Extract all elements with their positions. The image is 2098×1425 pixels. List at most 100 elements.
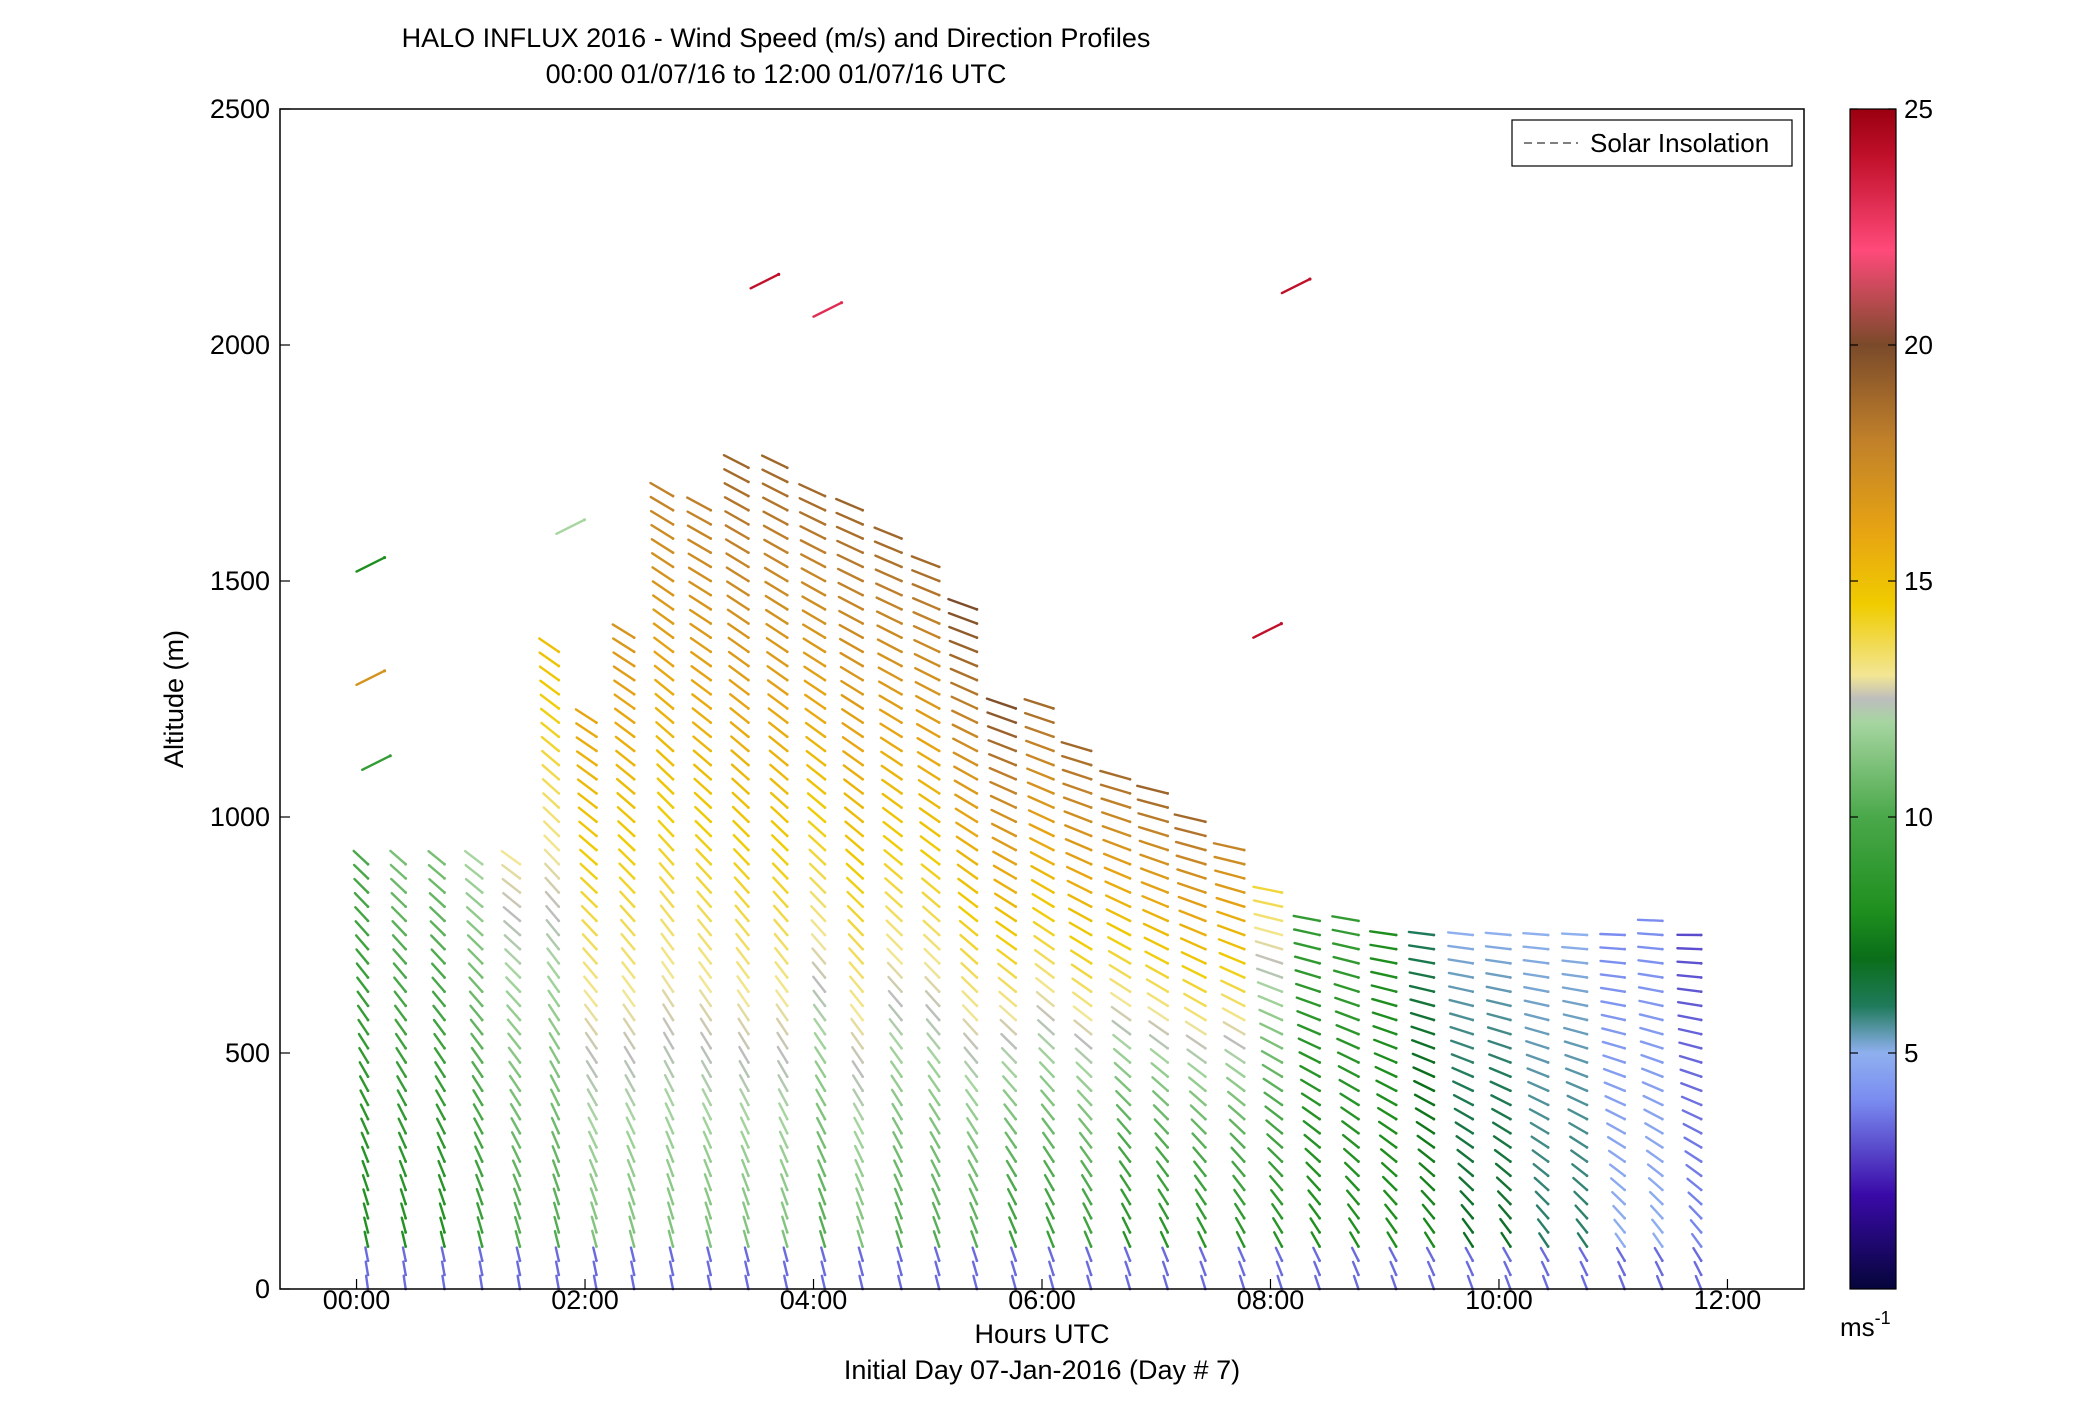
wind-barb-origin [937, 1004, 941, 1008]
wind-barb [1640, 1067, 1664, 1078]
wind-barb-origin [632, 1117, 636, 1121]
wind-barb [775, 1017, 789, 1036]
wind-barb-origin [1128, 1046, 1132, 1050]
wind-barb [399, 1188, 407, 1206]
wind-barb [549, 1060, 560, 1078]
wind-barb [1448, 998, 1474, 1007]
wind-barb [1235, 1230, 1246, 1248]
wind-barb [652, 608, 675, 625]
wind-barb [1276, 1274, 1284, 1291]
wind-barb [541, 749, 560, 767]
wind-barb [1650, 1204, 1664, 1220]
wind-barb [360, 1131, 370, 1149]
wind-barb [887, 975, 903, 993]
wind-barb [1611, 1190, 1626, 1206]
wind-barb-origin [746, 1131, 750, 1135]
wind-barb-origin [557, 792, 561, 795]
wind-barb [1346, 1203, 1360, 1220]
wind-barb-origin [1585, 947, 1589, 951]
wind-barb-origin [1585, 1230, 1589, 1234]
wind-barb-origin [1128, 1245, 1132, 1248]
wind-barb-origin [900, 735, 903, 739]
wind-barb-origin [632, 1089, 636, 1093]
wind-barb [701, 1088, 712, 1107]
wind-barb-origin [1357, 1117, 1360, 1121]
wind-barb-origin [900, 636, 903, 640]
wind-barb-origin [671, 735, 675, 739]
wind-barb-origin [671, 692, 675, 696]
wind-barb [778, 1116, 789, 1135]
wind-barb-origin [746, 721, 750, 724]
wind-barb [390, 877, 407, 894]
wind-barb [538, 665, 560, 682]
wind-barb-origin [1432, 976, 1436, 979]
wind-barb [656, 763, 675, 781]
wind-barb-origin [557, 777, 561, 781]
wind-barb [1232, 1174, 1246, 1192]
wind-barb-origin [1242, 1032, 1246, 1036]
wind-barb [626, 1158, 636, 1177]
wind-barb [700, 1031, 712, 1050]
wind-barb [1301, 1106, 1321, 1121]
wind-barb [1076, 1075, 1093, 1092]
wind-barb-origin [1699, 1202, 1703, 1206]
wind-barb-origin [518, 919, 522, 923]
wind-barb-origin [1128, 1032, 1132, 1036]
wind-barb-origin [557, 820, 561, 824]
wind-barb [1253, 926, 1284, 937]
wind-barb-origin [1089, 1245, 1093, 1248]
wind-barb-origin [1203, 947, 1207, 951]
wind-barb-origin [366, 933, 370, 937]
wind-barb [836, 567, 864, 583]
wind-barb-origin [937, 1160, 941, 1163]
wind-barb-origin [1203, 976, 1207, 979]
wind-barb [852, 1102, 864, 1121]
wind-barb [1378, 1134, 1398, 1149]
wind-barb-origin [1508, 1245, 1512, 1248]
wind-barb [1293, 941, 1321, 951]
wind-barb-origin [975, 1160, 979, 1163]
wind-barb-origin [823, 1230, 827, 1234]
wind-barb-origin [1508, 1273, 1512, 1277]
wind-barb-origin [861, 1216, 865, 1220]
wind-barb [1331, 915, 1360, 923]
wind-barb-origin [1242, 1160, 1246, 1163]
wind-barb [1215, 896, 1246, 908]
wind-barb [364, 1260, 370, 1277]
wind-barb-origin [1166, 919, 1170, 923]
wind-barb [659, 890, 675, 908]
wind-barb [878, 694, 903, 710]
wind-barb [693, 777, 712, 795]
wind-barb [1503, 1260, 1512, 1277]
wind-barb-origin [1623, 1188, 1627, 1192]
wind-barb [764, 594, 789, 611]
wind-barb [1569, 1135, 1589, 1149]
x-tick-label: 10:00 [1465, 1285, 1533, 1315]
wind-barb [516, 1274, 522, 1291]
wind-barb-origin [595, 947, 598, 951]
wind-barb [687, 566, 712, 583]
wind-barb-origin [709, 961, 713, 965]
wind-barb-origin [900, 664, 903, 668]
wind-barb-origin [861, 820, 865, 824]
wind-barb [1423, 1231, 1436, 1248]
wind-barb [734, 918, 750, 937]
wind-barb-origin [823, 990, 827, 994]
wind-barb [1182, 978, 1207, 993]
wind-barb [1560, 932, 1589, 937]
wind-barb [1307, 1189, 1321, 1206]
wind-barb [438, 1202, 446, 1220]
wind-barb [472, 1089, 484, 1107]
wind-barb-origin [1471, 1202, 1475, 1206]
wind-barb-origin [975, 1202, 979, 1206]
wind-barb-origin [900, 1202, 903, 1206]
legend: Solar Insolation [1511, 119, 1793, 167]
wind-barb-origin [632, 1004, 636, 1008]
wind-barb-origin [1166, 806, 1170, 809]
wind-barb [992, 850, 1017, 866]
wind-barb-origin [823, 1117, 827, 1121]
wind-barb [1270, 1189, 1284, 1206]
wind-barb-origin [1318, 1230, 1322, 1234]
wind-barb [669, 1274, 675, 1291]
wind-barb [804, 721, 827, 738]
